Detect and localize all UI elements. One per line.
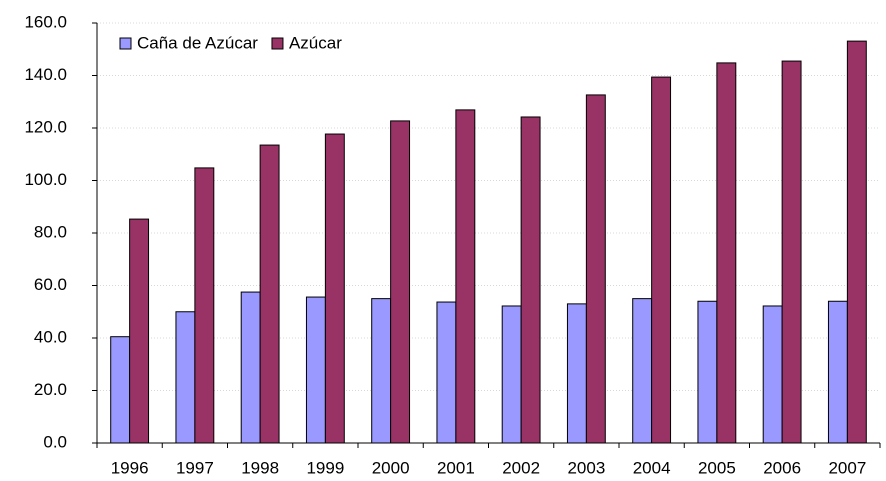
- bar: [846, 40, 867, 444]
- legend-swatch: [271, 37, 284, 50]
- bar: [324, 133, 345, 444]
- y-tick-label: 20.0: [34, 380, 67, 399]
- bar: [520, 116, 541, 444]
- bar: [110, 336, 131, 444]
- x-tick-label: 1997: [176, 458, 214, 477]
- bar: [436, 301, 457, 444]
- bar: [390, 120, 411, 444]
- bar: [762, 305, 783, 444]
- bar: [175, 311, 196, 444]
- bar: [259, 144, 280, 444]
- y-tick-label: 160.0: [24, 12, 67, 31]
- x-tick-label: 2002: [502, 458, 540, 477]
- bar: [455, 109, 476, 444]
- legend-label: Azúcar: [289, 33, 342, 52]
- bar: [371, 298, 392, 444]
- bar: [651, 76, 672, 444]
- bar: [240, 291, 261, 444]
- legend-swatch: [119, 37, 132, 50]
- x-tick-label: 1996: [111, 458, 149, 477]
- legend-label: Caña de Azúcar: [137, 33, 258, 52]
- y-tick-label: 0.0: [43, 432, 67, 451]
- bar: [129, 218, 150, 444]
- bar: [501, 305, 522, 444]
- bar: [827, 300, 848, 444]
- x-tick-label: 2007: [828, 458, 866, 477]
- y-tick-label: 100.0: [24, 170, 67, 189]
- bar: [566, 303, 587, 444]
- y-tick-label: 40.0: [34, 327, 67, 346]
- x-tick-label: 2006: [763, 458, 801, 477]
- y-tick-label: 120.0: [24, 117, 67, 136]
- bar: [194, 167, 215, 444]
- bar: [305, 296, 326, 444]
- bar: [585, 94, 606, 444]
- y-tick-label: 60.0: [34, 275, 67, 294]
- x-tick-label: 2000: [372, 458, 410, 477]
- x-tick-label: 2005: [698, 458, 736, 477]
- y-tick-label: 80.0: [34, 222, 67, 241]
- bar: [716, 62, 737, 444]
- x-tick-label: 2003: [567, 458, 605, 477]
- x-tick-label: 1999: [306, 458, 344, 477]
- bar: [632, 298, 653, 444]
- x-tick-label: 2001: [437, 458, 475, 477]
- y-tick-label: 140.0: [24, 65, 67, 84]
- bar: [781, 60, 802, 444]
- x-tick-label: 1998: [241, 458, 279, 477]
- x-tick-label: 2004: [633, 458, 671, 477]
- bar: [697, 300, 718, 444]
